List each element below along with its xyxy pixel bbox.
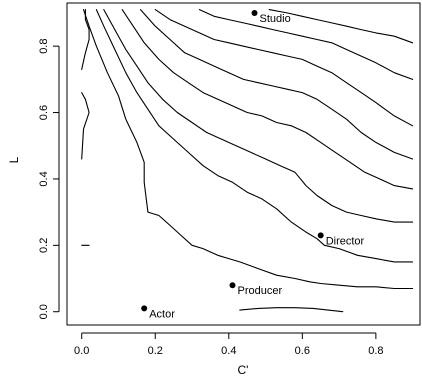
contour-line-6: [103, 9, 414, 223]
x-tick-label: 0.6: [295, 345, 310, 357]
y-tick-label: 0.2: [38, 238, 50, 253]
x-tick-label: 0.2: [148, 345, 163, 357]
point-marker-producer: [229, 282, 236, 289]
x-axis-label: C': [238, 363, 249, 377]
contour-line-9: [154, 9, 414, 127]
y-tick-label: 0.8: [38, 39, 50, 54]
point-label-studio: Studio: [260, 13, 291, 25]
point-label-director: Director: [326, 235, 365, 247]
contour-line-8: [139, 9, 414, 160]
contour-line-2: [81, 92, 90, 160]
contour-line-3: [81, 9, 90, 70]
y-tick-label: 0.4: [38, 171, 50, 186]
contour-line-12: [239, 307, 344, 313]
point-marker-director: [317, 232, 324, 239]
contour-lines: [81, 9, 414, 313]
y-axis-label: L: [7, 156, 21, 163]
point-marker-studio: [251, 10, 258, 16]
contour-line-11: [268, 9, 414, 44]
y-tick-label: 0.6: [38, 105, 50, 120]
contour-line-4: [82, 9, 414, 290]
x-tick-label: 0.0: [74, 345, 89, 357]
labeled-points: Studio Director Producer Actor: [141, 10, 365, 320]
contour-line-7: [121, 9, 414, 190]
y-axis: 0.0 0.2 0.4 0.6 0.8: [38, 39, 60, 319]
x-tick-label: 0.4: [221, 345, 236, 357]
point-marker-actor: [141, 305, 148, 312]
y-tick-label: 0.0: [38, 304, 50, 319]
contour-line-10: [198, 9, 414, 80]
x-tick-label: 0.8: [368, 345, 383, 357]
x-axis: 0.0 0.2 0.4 0.6 0.8: [74, 332, 384, 357]
point-label-producer: Producer: [238, 285, 283, 297]
point-label-actor: Actor: [149, 308, 175, 320]
contour-line-5: [95, 9, 414, 263]
plot-frame: [66, 2, 421, 326]
